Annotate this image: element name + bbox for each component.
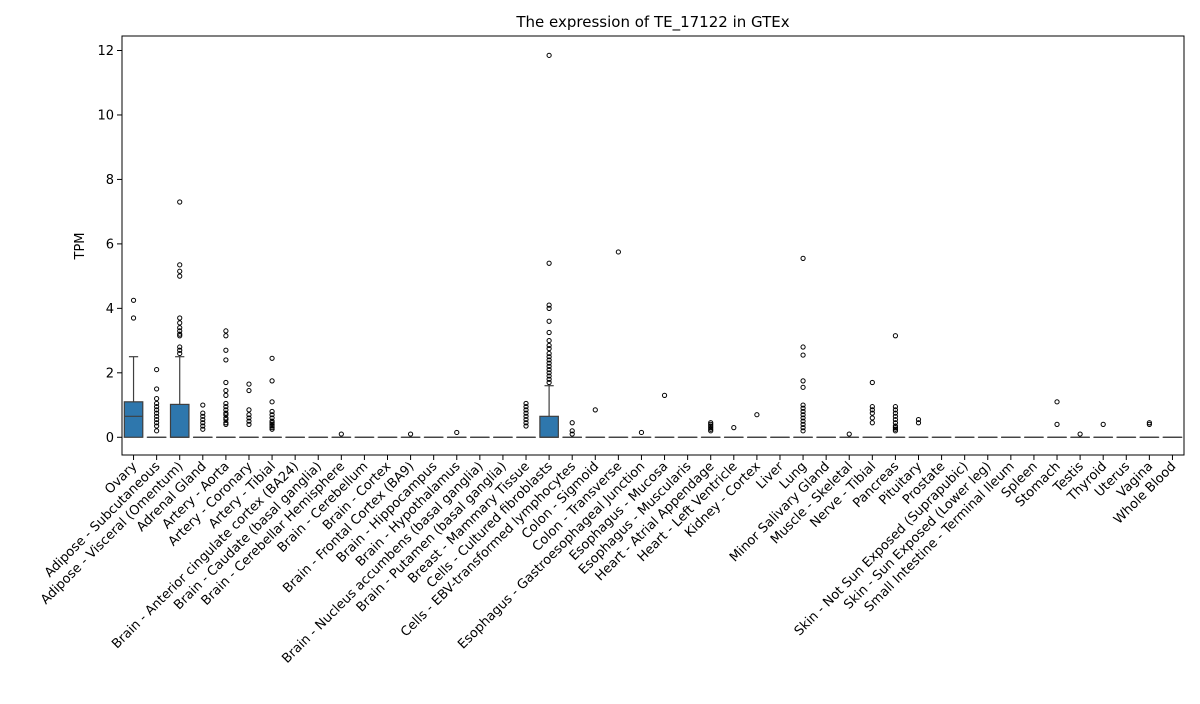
outlier-point [755, 413, 759, 417]
y-tick-label: 4 [106, 302, 114, 317]
chart-title: The expression of TE_17122 in GTEx [515, 13, 789, 32]
outlier-point [247, 388, 251, 392]
outlier-point [270, 400, 274, 404]
plot-frame [122, 36, 1184, 455]
outlier-point [178, 274, 182, 278]
outlier-point [893, 334, 897, 338]
outlier-point [224, 393, 228, 397]
outlier-point [155, 429, 159, 433]
outlier-point [732, 426, 736, 430]
outlier-point [178, 321, 182, 325]
outlier-point [547, 261, 551, 265]
outlier-point [224, 348, 228, 352]
outlier-point [801, 353, 805, 357]
outlier-point [224, 334, 228, 338]
y-tick-label: 12 [97, 44, 114, 59]
y-tick-label: 8 [106, 173, 114, 188]
box-body [540, 416, 558, 437]
outlier-point [155, 387, 159, 391]
outlier-point [1078, 432, 1082, 436]
outlier-point [155, 367, 159, 371]
outlier-point [339, 432, 343, 436]
outlier-point [270, 356, 274, 360]
outlier-point [547, 319, 551, 323]
y-tick-label: 0 [106, 431, 114, 446]
y-tick-label: 2 [106, 366, 114, 381]
outlier-point [870, 421, 874, 425]
outlier-point [547, 53, 551, 57]
outlier-point [1055, 422, 1059, 426]
outlier-point [801, 385, 805, 389]
outlier-point [870, 416, 874, 420]
outlier-point [178, 316, 182, 320]
outlier-point [570, 421, 574, 425]
outlier-point [224, 380, 228, 384]
outlier-point [593, 408, 597, 412]
outlier-point [639, 430, 643, 434]
outlier-point [224, 358, 228, 362]
outlier-point [131, 298, 135, 302]
outlier-point [201, 403, 205, 407]
box-body [124, 402, 142, 437]
outlier-point [801, 379, 805, 383]
outlier-point [247, 382, 251, 386]
outlier-point [247, 408, 251, 412]
outlier-point [662, 393, 666, 397]
outlier-point [178, 200, 182, 204]
box-body [170, 404, 188, 437]
outlier-point [408, 432, 412, 436]
outlier-point [1101, 422, 1105, 426]
outlier-point [801, 256, 805, 260]
outlier-point [155, 396, 159, 400]
outlier-point [616, 250, 620, 254]
outlier-point [547, 330, 551, 334]
outlier-point [1055, 400, 1059, 404]
outlier-point [224, 329, 228, 333]
outlier-point [455, 430, 459, 434]
outlier-point [547, 338, 551, 342]
outlier-point [801, 345, 805, 349]
y-axis-label: TPM [73, 233, 88, 261]
outlier-point [178, 269, 182, 273]
y-tick-label: 6 [106, 237, 114, 252]
outlier-point [270, 379, 274, 383]
y-tick-label: 10 [97, 108, 114, 123]
outlier-point [847, 432, 851, 436]
outlier-point [224, 388, 228, 392]
outlier-point [178, 263, 182, 267]
outlier-point [131, 316, 135, 320]
outlier-point [870, 380, 874, 384]
